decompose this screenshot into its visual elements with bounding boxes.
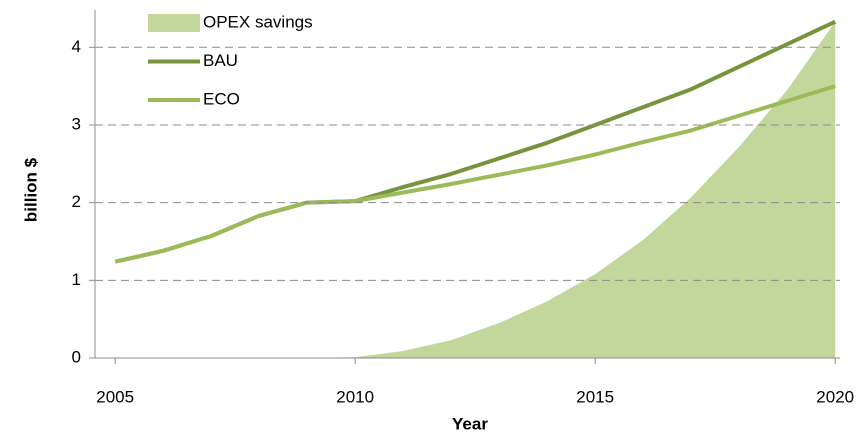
legend-label: ECO	[203, 89, 240, 108]
y-tick-label: 4	[72, 37, 81, 56]
legend-swatch	[148, 14, 200, 32]
y-tick-label: 3	[72, 114, 81, 133]
line	[114, 84, 836, 264]
x-tick-label: 2010	[336, 387, 374, 406]
y-tick-label: 1	[72, 270, 81, 289]
y-axis-label: billion $	[21, 157, 40, 222]
legend-label: OPEX savings	[203, 12, 313, 31]
x-tick-label: 2015	[576, 387, 614, 406]
legend-label: BAU	[203, 51, 238, 70]
x-axis-label: Year	[452, 414, 488, 433]
y-tick-label: 0	[72, 347, 81, 366]
area	[211, 21, 836, 358]
x-tick-label: 2005	[96, 387, 134, 406]
y-tick-label: 2	[72, 192, 81, 211]
x-tick-label: 2020	[816, 387, 854, 406]
